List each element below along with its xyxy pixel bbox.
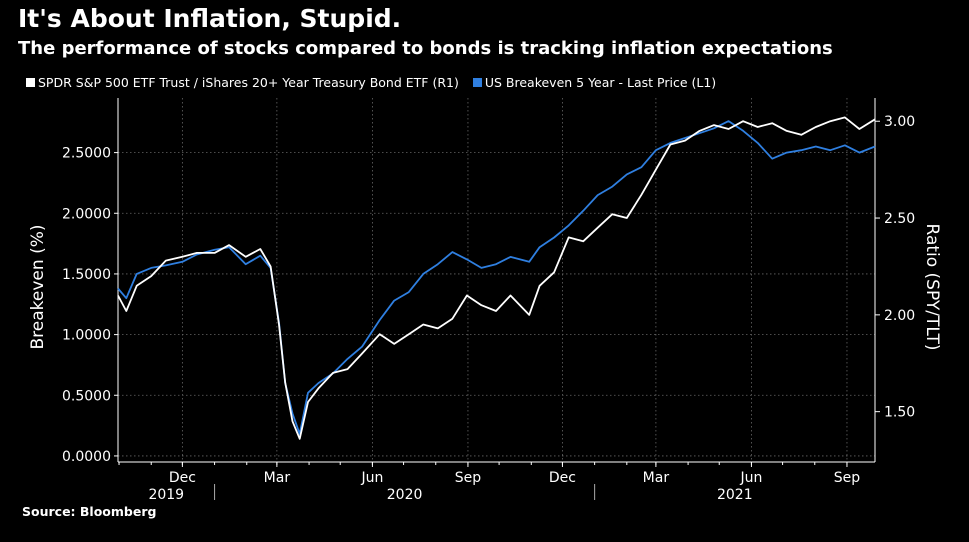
y-right-tick-label-0: 1.50 [884, 405, 915, 421]
y-right-tick-label-1: 2.00 [884, 308, 915, 324]
y-left-tick-label-4: 2.0000 [62, 206, 111, 222]
series-layer [117, 116, 876, 440]
legend-swatch-breakeven [472, 78, 482, 87]
y-left-tick-label-5: 2.5000 [62, 146, 111, 162]
y-right-axis-title: Ratio (SPY/TLT) [922, 224, 942, 351]
y-left-tick-label-0: 0.0000 [62, 449, 111, 465]
series-line-breakeven [117, 120, 876, 435]
year-label-1: 2020 [387, 487, 423, 500]
x-tick-label-1: Mar [264, 470, 291, 486]
legend-item-spy-tlt: SPDR S&P 500 ETF Trust / iShares 20+ Yea… [26, 75, 459, 90]
legend: SPDR S&P 500 ETF Trust / iShares 20+ Yea… [26, 75, 716, 90]
legend-label-spy-tlt: SPDR S&P 500 ETF Trust / iShares 20+ Yea… [38, 75, 459, 90]
grid-lines [118, 98, 875, 462]
x-tick-label-3: Sep [455, 470, 482, 486]
legend-item-breakeven: US Breakeven 5 Year - Last Price (L1) [472, 75, 717, 90]
x-tick-label-0: Dec [169, 470, 196, 486]
y-left-tick-label-2: 1.0000 [62, 328, 111, 344]
y-left-tick-label-3: 1.5000 [62, 267, 111, 283]
y-left-axis-title: Breakeven (%) [28, 225, 48, 350]
x-tick-label-2: Jun [360, 470, 383, 486]
y-right-tick-label-2: 2.50 [884, 211, 915, 227]
x-tick-label-6: Jun [739, 470, 762, 486]
y-right-tick-label-3: 3.00 [884, 114, 915, 130]
legend-label-breakeven: US Breakeven 5 Year - Last Price (L1) [484, 75, 717, 90]
year-label-2: 2021 [717, 487, 753, 500]
x-tick-label-7: Sep [834, 470, 861, 486]
legend-swatch-spy-tlt [26, 78, 35, 87]
chart-title: It's About Inflation, Stupid. [18, 4, 402, 33]
x-tick-label-5: Mar [643, 470, 670, 486]
year-label-0: 2019 [148, 487, 184, 500]
axes: 0.0000 0.5000 1.0000 1.5000 2.0000 2.5000 1.50… [62, 98, 915, 500]
chart-subtitle: The performance of stocks compared to bo… [18, 38, 833, 59]
y-left-tick-label-1: 0.5000 [62, 388, 111, 404]
series-line-spy-tlt [117, 116, 876, 440]
x-tick-label-4: Dec [549, 470, 576, 486]
chart-svg: 0.0000 0.5000 1.0000 1.5000 2.0000 2.5000 1.50… [28, 98, 942, 500]
source-note: Source: Bloomberg [22, 504, 157, 519]
